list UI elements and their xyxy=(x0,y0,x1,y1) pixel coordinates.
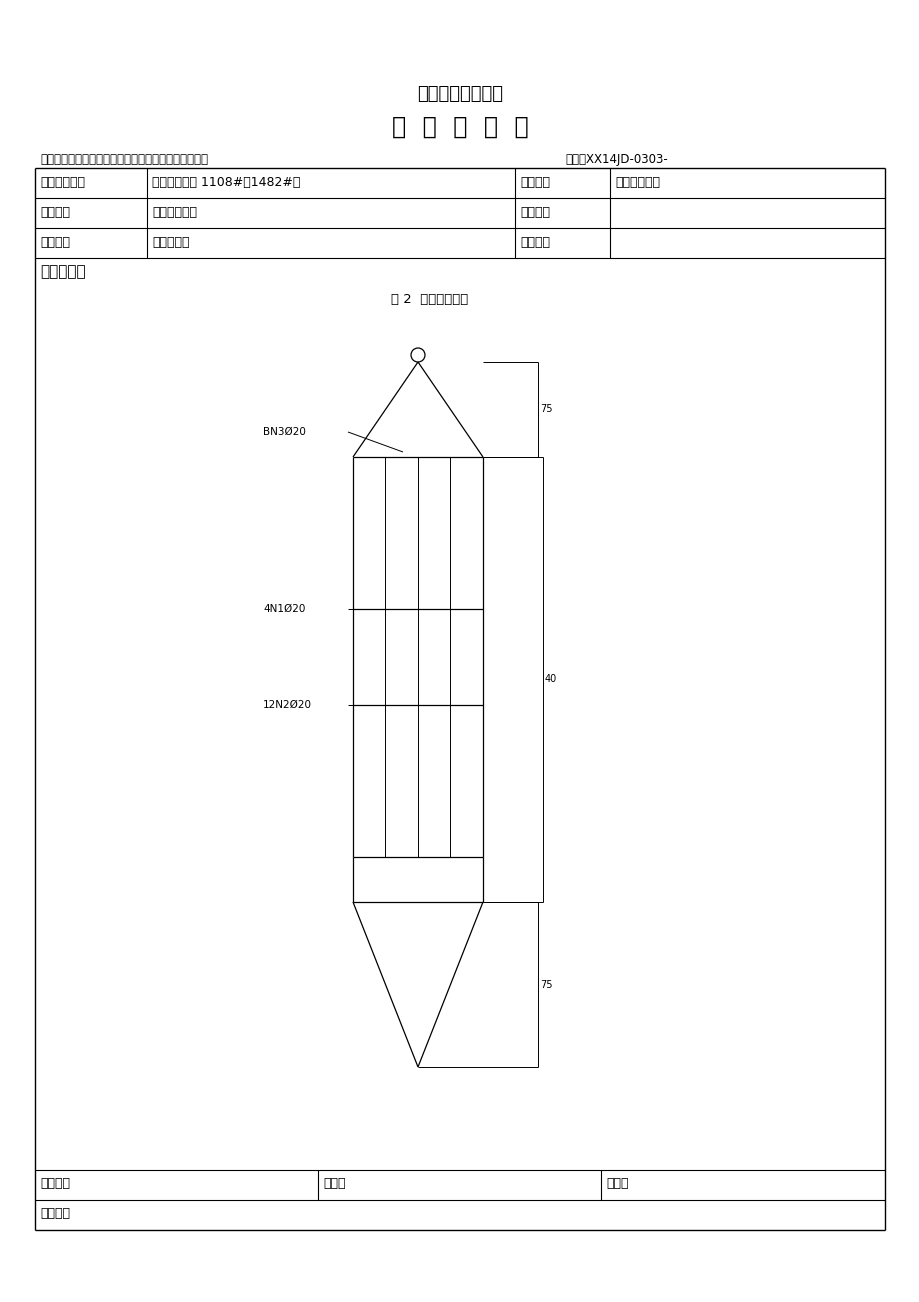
Text: 交底时间: 交底时间 xyxy=(519,236,550,249)
Text: 75: 75 xyxy=(539,405,552,414)
Text: 简支梁桩基础: 简支梁桩基础 xyxy=(614,176,659,189)
Text: 渭洛河特大桥 1108#～1482#墩: 渭洛河特大桥 1108#～1482#墩 xyxy=(152,176,300,189)
Text: 75: 75 xyxy=(539,979,552,990)
Text: 大西铁路客专工程: 大西铁路客专工程 xyxy=(416,85,503,103)
Text: 技  术  交  底  书: 技 术 交 底 书 xyxy=(391,115,528,139)
Text: 交底项目: 交底项目 xyxy=(40,236,70,249)
Text: 12N2Ø20: 12N2Ø20 xyxy=(263,700,312,710)
Text: 4N1Ø20: 4N1Ø20 xyxy=(263,604,305,615)
Text: 工程部位: 工程部位 xyxy=(519,176,550,189)
Text: 交底人：: 交底人： xyxy=(40,1177,70,1190)
Text: 接收单位: 接收单位 xyxy=(519,206,550,219)
Text: 三经部二工区: 三经部二工区 xyxy=(152,206,197,219)
Text: BN3Ø20: BN3Ø20 xyxy=(263,427,305,437)
Text: 接收人：: 接收人： xyxy=(40,1207,70,1220)
Text: 40: 40 xyxy=(544,674,557,685)
Text: 编制单位: 编制单位 xyxy=(40,206,70,219)
Text: 编号：XX14JD-0303-: 编号：XX14JD-0303- xyxy=(564,154,667,165)
Text: 图 2  探孔器立面图: 图 2 探孔器立面图 xyxy=(391,293,468,306)
Text: 审核：: 审核： xyxy=(606,1177,628,1190)
Text: 交底内容：: 交底内容： xyxy=(40,264,85,279)
Text: 单位工程名称: 单位工程名称 xyxy=(40,176,85,189)
Text: 探孔器制作: 探孔器制作 xyxy=(152,236,189,249)
Text: 复核：: 复核： xyxy=(323,1177,346,1190)
Text: 施工单位：中国路桥工程有限责任公司大西客专三经部: 施工单位：中国路桥工程有限责任公司大西客专三经部 xyxy=(40,154,208,165)
